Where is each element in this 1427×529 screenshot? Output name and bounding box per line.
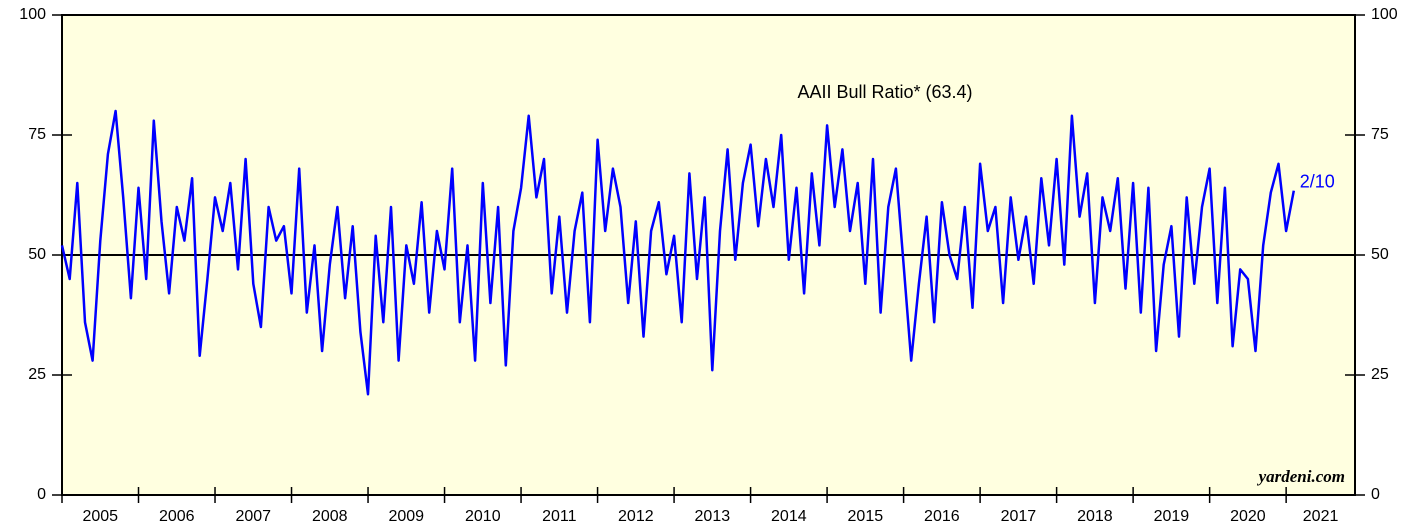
x-tick-label: 2015 bbox=[848, 508, 884, 525]
x-tick-label: 2011 bbox=[542, 508, 577, 525]
y2-tick-label: 100 bbox=[1371, 6, 1398, 23]
x-tick-label: 2020 bbox=[1230, 508, 1266, 525]
x-tick-label: 2013 bbox=[695, 508, 731, 525]
annotation: AAII Bull Ratio* (63.4) bbox=[797, 82, 972, 102]
y-tick-label: 75 bbox=[28, 126, 46, 143]
end-label: 2/10 bbox=[1300, 171, 1335, 191]
y-tick-label: 25 bbox=[28, 366, 46, 383]
x-tick-label: 2012 bbox=[618, 508, 654, 525]
x-tick-label: 2014 bbox=[771, 508, 807, 525]
y-tick-label: 0 bbox=[37, 486, 46, 503]
data-line bbox=[60, 109, 1296, 396]
source: yardeni.com bbox=[1257, 467, 1345, 486]
y2-tick-label: 50 bbox=[1371, 246, 1389, 263]
y2-tick-label: 25 bbox=[1371, 366, 1389, 383]
x-tick-label: 2019 bbox=[1154, 508, 1190, 525]
x-tick-label: 2016 bbox=[924, 508, 960, 525]
x-tick-label: 2008 bbox=[312, 508, 348, 525]
x-tick-label: 2021 bbox=[1303, 508, 1339, 525]
x-tick-label: 2006 bbox=[159, 508, 195, 525]
y-tick-label: 100 bbox=[19, 6, 46, 23]
y2-tick-label: 75 bbox=[1371, 126, 1389, 143]
x-tick-label: 2010 bbox=[465, 508, 501, 525]
y-tick-label: 50 bbox=[28, 246, 46, 263]
y2-tick-label: 0 bbox=[1371, 486, 1380, 503]
x-tick-label: 2005 bbox=[82, 508, 118, 525]
x-tick-label: 2007 bbox=[235, 508, 271, 525]
x-tick-label: 2018 bbox=[1077, 508, 1113, 525]
x-tick-label: 2017 bbox=[1001, 508, 1037, 525]
x-tick-label: 2009 bbox=[388, 508, 424, 525]
